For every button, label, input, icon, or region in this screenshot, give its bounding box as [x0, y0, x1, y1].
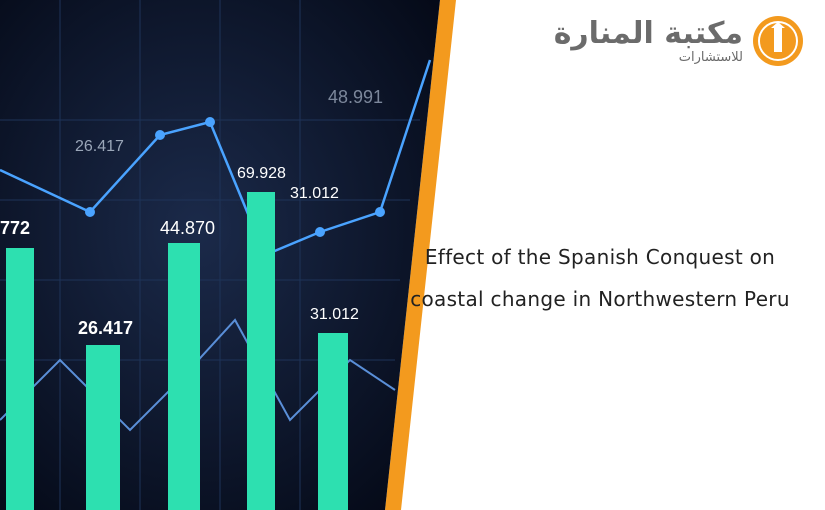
image-label: 26.417 [78, 318, 133, 338]
logo-name: مكتبة المنارة [553, 15, 743, 51]
logo-emblem [753, 16, 803, 66]
image-label: 26.417 [75, 138, 124, 155]
image-label: 31.012 [310, 306, 359, 323]
logo-text: مكتبة المنارة للاستشارات [553, 15, 743, 65]
logo: مكتبة المنارة للاستشارات [554, 14, 805, 68]
title: Effect of the Spanish Conquest on coasta… [410, 245, 790, 311]
image-label: 31.012 [290, 185, 339, 202]
hero-image: 26.417 48.991 69.928 31.012 44.870 772 2… [0, 0, 456, 510]
image-label: 44.870 [160, 218, 215, 238]
image-label: 48.991 [328, 87, 383, 107]
trend-line [0, 59, 432, 257]
accent-stripe [385, 0, 456, 510]
bars [6, 192, 348, 510]
image-label: 772 [0, 218, 30, 238]
logo-tagline: للاستشارات [678, 49, 743, 65]
image-label: 69.928 [237, 165, 286, 182]
